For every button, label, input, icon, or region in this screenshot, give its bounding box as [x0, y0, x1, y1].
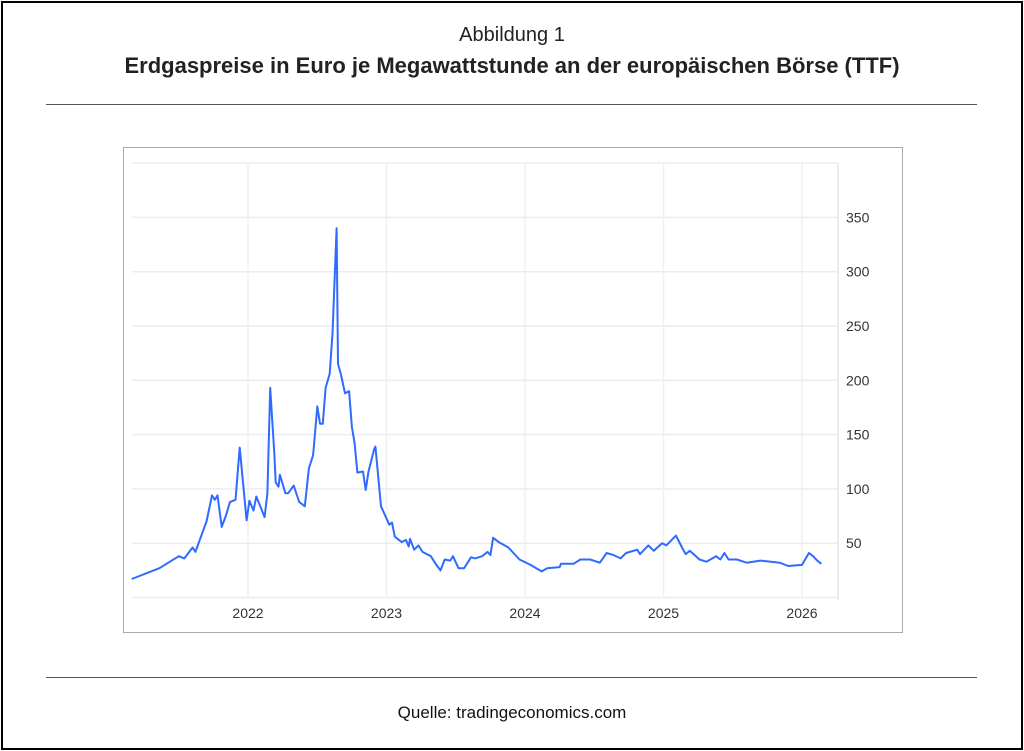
chart-title: Erdgaspreise in Euro je Megawattstunde a… — [124, 53, 900, 78]
bottom-divider — [46, 677, 977, 678]
x-tick-label: 2023 — [371, 605, 402, 621]
series-line-ttf — [131, 227, 823, 580]
figure-label: Abbildung 1 — [459, 24, 565, 46]
y-tick-label: 50 — [846, 535, 862, 551]
y-tick-label: 100 — [846, 481, 870, 497]
top-divider — [46, 104, 977, 105]
source-note: Quelle: tradingeconomics.com — [397, 703, 627, 722]
x-tick-label: 2022 — [232, 605, 263, 621]
x-tick-label: 2024 — [509, 605, 540, 621]
x-tick-label: 2025 — [648, 605, 679, 621]
chart-frame — [123, 147, 903, 633]
y-tick-label: 250 — [846, 318, 870, 334]
y-tick-label: 300 — [846, 264, 870, 280]
y-tick-label: 200 — [846, 372, 870, 388]
x-tick-label: 2026 — [786, 605, 817, 621]
y-tick-label: 150 — [846, 427, 870, 443]
y-tick-label: 350 — [846, 209, 870, 225]
